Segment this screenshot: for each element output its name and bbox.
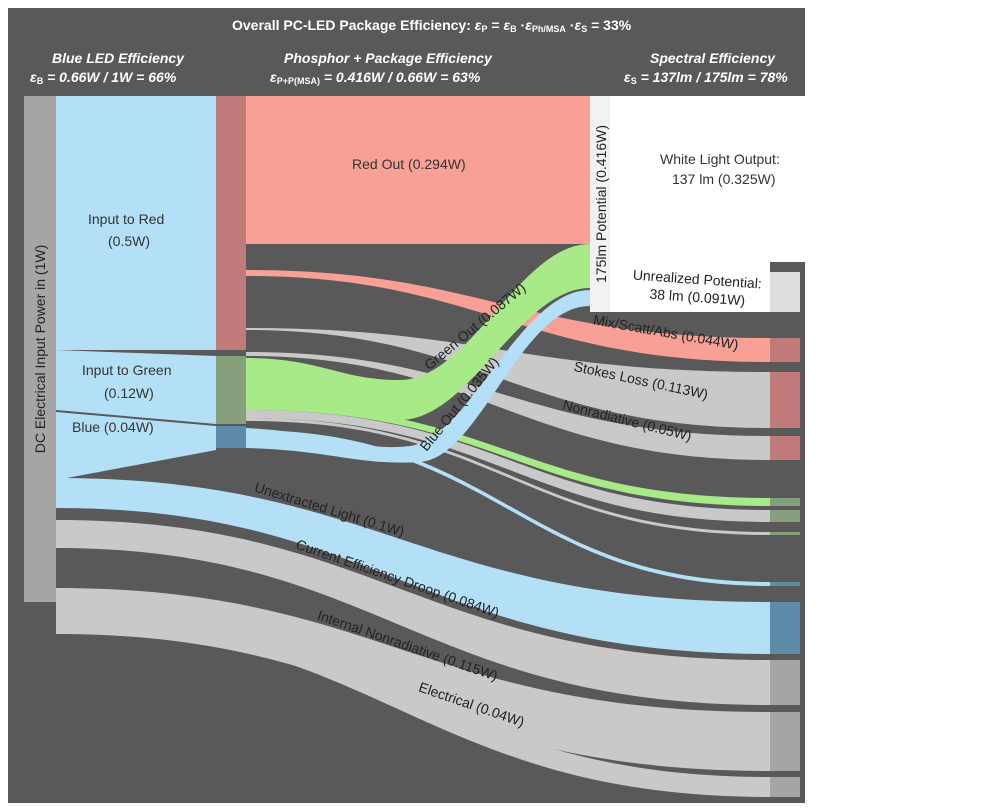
label-green-mix: Mix/Scatt/Abs (0.013W) [808, 487, 956, 503]
label-blue: Blue (0.04W) [72, 419, 154, 435]
label-input-red-1: Input to Red [88, 211, 165, 227]
blue-led-efficiency-formula: εB = 0.66W / 1W = 66% [30, 69, 177, 86]
flow-electrical [56, 590, 770, 797]
white-output-arrow [610, 80, 868, 282]
flow-red-mix [246, 244, 770, 362]
blue-through-flow [56, 412, 216, 480]
label-green-stokes: Stokes Loss (0.018W) [808, 510, 946, 526]
phosphor-efficiency-title: Phosphor + Package Efficiency [284, 50, 492, 66]
flow-blue-mix [246, 430, 770, 586]
flow-green-stokes [246, 410, 770, 522]
flow-red-nonradiative [246, 328, 770, 460]
spectral-efficiency-formula: εS = 137lm / 175lm = 78% [624, 69, 788, 86]
label-input-green-1: Input to Green [82, 362, 172, 378]
unrealized-potential-end [770, 272, 800, 312]
input-to-red-flow [56, 96, 216, 350]
sink-electrical [770, 777, 800, 797]
sink-green-mix [770, 498, 800, 506]
flow-unextracted-light [56, 412, 770, 654]
flow-current-droop [56, 481, 770, 705]
overall-efficiency-title: Overall PC-LED Package Efficiency: εP = … [232, 17, 632, 34]
label-potential: 175lm Potential (0.416W) [593, 125, 609, 283]
blue-package-column [216, 426, 246, 448]
red-phosphor-column [216, 96, 246, 350]
sink-red-mix [770, 338, 800, 362]
sink-red-stokes [770, 372, 800, 428]
green-phosphor-column [216, 356, 246, 424]
sink-red-nonradiative [770, 436, 800, 460]
sink-green-nonradiative [770, 532, 800, 535]
sink-internal-nonradiative [770, 712, 800, 771]
label-unrealized-2: 38 lm (0.091W) [649, 286, 746, 309]
sink-unextracted [770, 602, 800, 654]
dc-input-bar [24, 96, 56, 602]
label-green-nonradiative: Nonradiative (0.002W) [808, 531, 949, 547]
flow-internal-nonradiative [56, 522, 770, 771]
input-to-green-flow [56, 350, 216, 424]
label-dc-input: DC Electrical Input Power in (1W) [32, 245, 48, 454]
flow-green-nonradiative [246, 418, 770, 535]
spectral-efficiency-title: Spectral Efficiency [650, 50, 776, 66]
label-white-output-1: White Light Output: [660, 151, 780, 167]
label-blue-mix: Mix/Scatt/Abs (0.005W) [808, 577, 956, 593]
label-red-out: Red Out (0.294W) [352, 156, 466, 172]
sink-droop [770, 660, 800, 705]
label-white-output-2: 137 lm (0.325W) [672, 171, 776, 187]
potential-bar [590, 96, 610, 312]
sink-blue-mix [770, 582, 800, 586]
blue-out-flow [246, 290, 590, 463]
phosphor-efficiency-formula: εP+P(MSA) = 0.416W / 0.66W = 63% [270, 69, 481, 86]
sink-green-stokes [770, 510, 800, 522]
flow-green-mix [246, 404, 770, 506]
label-input-green-2: (0.12W) [104, 385, 154, 401]
label-input-red-2: (0.5W) [108, 233, 150, 249]
flow-red-stokes [246, 272, 770, 428]
unrealized-potential-box [610, 262, 770, 312]
red-out-flow [246, 96, 590, 244]
green-out-flow [246, 244, 590, 420]
blue-led-efficiency-title: Blue LED Efficiency [52, 50, 185, 66]
